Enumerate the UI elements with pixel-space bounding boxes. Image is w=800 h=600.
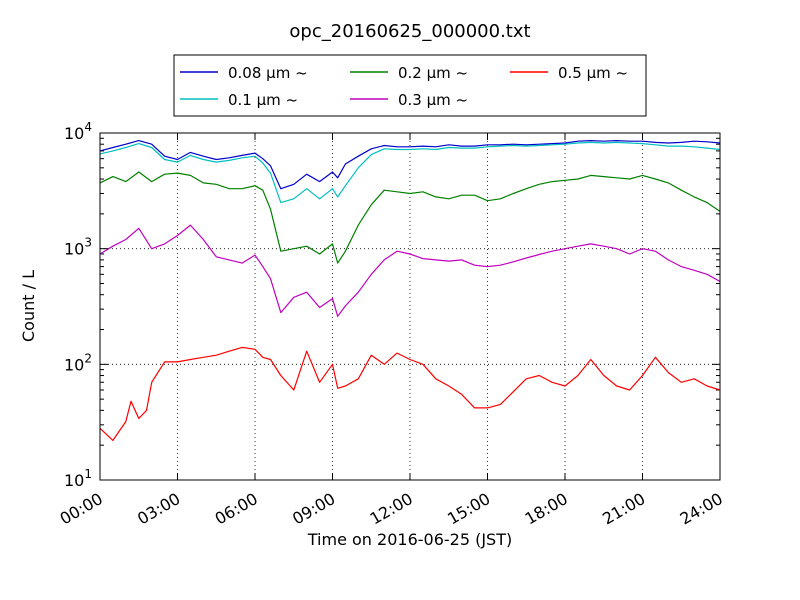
- y-tick-label-exponent: 3: [84, 236, 92, 250]
- series-line: [99, 346, 721, 441]
- y-tick-label: 101: [64, 467, 92, 490]
- x-tick-label: 06:00: [212, 489, 261, 529]
- x-axis-label: Time on 2016-06-25 (JST): [307, 530, 512, 549]
- x-tick-label: 18:00: [522, 489, 571, 529]
- x-tick-label: 21:00: [599, 489, 648, 529]
- x-tick-label: 03:00: [134, 489, 183, 529]
- x-tick-label: 00:00: [57, 489, 106, 529]
- legend-label: 0.2 μm ~: [398, 64, 468, 82]
- series-line: [99, 141, 721, 204]
- x-tick-label: 12:00: [367, 489, 416, 529]
- series-line: [99, 171, 721, 264]
- y-tick-label-exponent: 1: [84, 467, 92, 481]
- series-line: [99, 224, 721, 317]
- legend-label: 0.1 μm ~: [228, 91, 298, 109]
- y-tick-label-exponent: 2: [84, 351, 92, 365]
- y-tick-label-base: 10: [64, 240, 84, 259]
- legend-label: 0.08 μm ~: [228, 64, 308, 82]
- y-tick-label: 104: [64, 120, 92, 143]
- x-tick-label: 15:00: [444, 489, 493, 529]
- legend: 0.08 μm ~ 0.1 μm ~ 0.2 μm ~ 0.3 μm ~ 0.5 μm …: [173, 54, 647, 117]
- y-axis-label: Count / L: [19, 270, 38, 342]
- y-tick-label: 102: [64, 351, 92, 374]
- series-line: [99, 140, 721, 190]
- y-tick-label-base: 10: [64, 355, 84, 374]
- plot-background: [100, 133, 720, 480]
- legend-box: [173, 54, 647, 117]
- x-tick-label: 24:00: [677, 489, 726, 529]
- y-tick-label-base: 10: [64, 471, 84, 490]
- y-tick-label: 103: [64, 236, 92, 259]
- chart-title: opc_20160625_000000.txt: [289, 21, 530, 42]
- x-tick-label: 09:00: [289, 489, 338, 529]
- legend-label: 0.5 μm ~: [558, 64, 628, 82]
- legend-label: 0.3 μm ~: [398, 91, 468, 109]
- y-tick-label-base: 10: [64, 124, 84, 143]
- plot-area: [99, 132, 721, 481]
- y-tick-label-exponent: 4: [84, 120, 92, 134]
